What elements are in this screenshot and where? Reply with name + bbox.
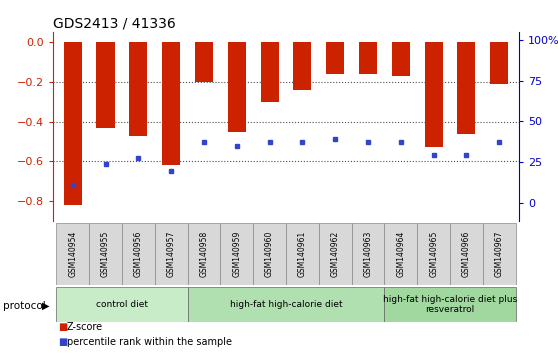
Bar <box>392 42 410 76</box>
Text: GSM140959: GSM140959 <box>232 231 241 277</box>
Bar <box>450 223 483 285</box>
Bar <box>228 42 246 132</box>
Bar <box>56 287 187 322</box>
Bar <box>359 42 377 74</box>
Text: percentile rank within the sample: percentile rank within the sample <box>67 337 232 347</box>
Bar <box>458 42 475 133</box>
Bar <box>89 223 122 285</box>
Bar <box>294 42 311 90</box>
Text: GSM140962: GSM140962 <box>331 231 340 277</box>
Bar <box>129 42 147 136</box>
Bar <box>253 223 286 285</box>
Bar <box>319 223 352 285</box>
Text: ■: ■ <box>59 322 68 332</box>
Text: GSM140963: GSM140963 <box>363 231 373 277</box>
Bar <box>417 223 450 285</box>
Text: ▶: ▶ <box>42 301 49 311</box>
Text: GSM140967: GSM140967 <box>495 231 504 277</box>
Text: GSM140954: GSM140954 <box>68 231 77 277</box>
Bar <box>155 223 187 285</box>
Bar <box>122 223 155 285</box>
Bar <box>286 223 319 285</box>
Text: GSM140956: GSM140956 <box>134 231 143 277</box>
Bar <box>56 223 89 285</box>
Bar <box>162 42 180 165</box>
Text: GDS2413 / 41336: GDS2413 / 41336 <box>53 17 176 31</box>
Text: GSM140964: GSM140964 <box>396 231 405 277</box>
Bar <box>326 42 344 74</box>
Text: high-fat high-calorie diet plus
resveratrol: high-fat high-calorie diet plus resverat… <box>383 295 517 314</box>
Text: ■: ■ <box>59 337 68 347</box>
Bar <box>64 42 81 205</box>
Bar <box>220 223 253 285</box>
Text: GSM140957: GSM140957 <box>167 231 176 277</box>
Text: control diet: control diet <box>96 300 148 309</box>
Text: Z-score: Z-score <box>67 322 103 332</box>
Text: GSM140955: GSM140955 <box>101 231 110 277</box>
Bar <box>483 223 516 285</box>
Bar <box>425 42 442 148</box>
Bar <box>187 223 220 285</box>
Text: high-fat high-calorie diet: high-fat high-calorie diet <box>230 300 342 309</box>
Text: GSM140966: GSM140966 <box>462 231 471 277</box>
Bar <box>195 42 213 82</box>
Text: GSM140965: GSM140965 <box>429 231 438 277</box>
Text: GSM140960: GSM140960 <box>265 231 274 277</box>
Bar <box>384 223 417 285</box>
Text: GSM140958: GSM140958 <box>199 231 209 277</box>
Bar <box>261 42 278 102</box>
Bar <box>384 287 516 322</box>
Bar <box>97 42 114 127</box>
Bar <box>490 42 508 84</box>
Text: protocol: protocol <box>3 301 46 311</box>
Bar <box>352 223 384 285</box>
Text: GSM140961: GSM140961 <box>298 231 307 277</box>
Bar <box>187 287 384 322</box>
